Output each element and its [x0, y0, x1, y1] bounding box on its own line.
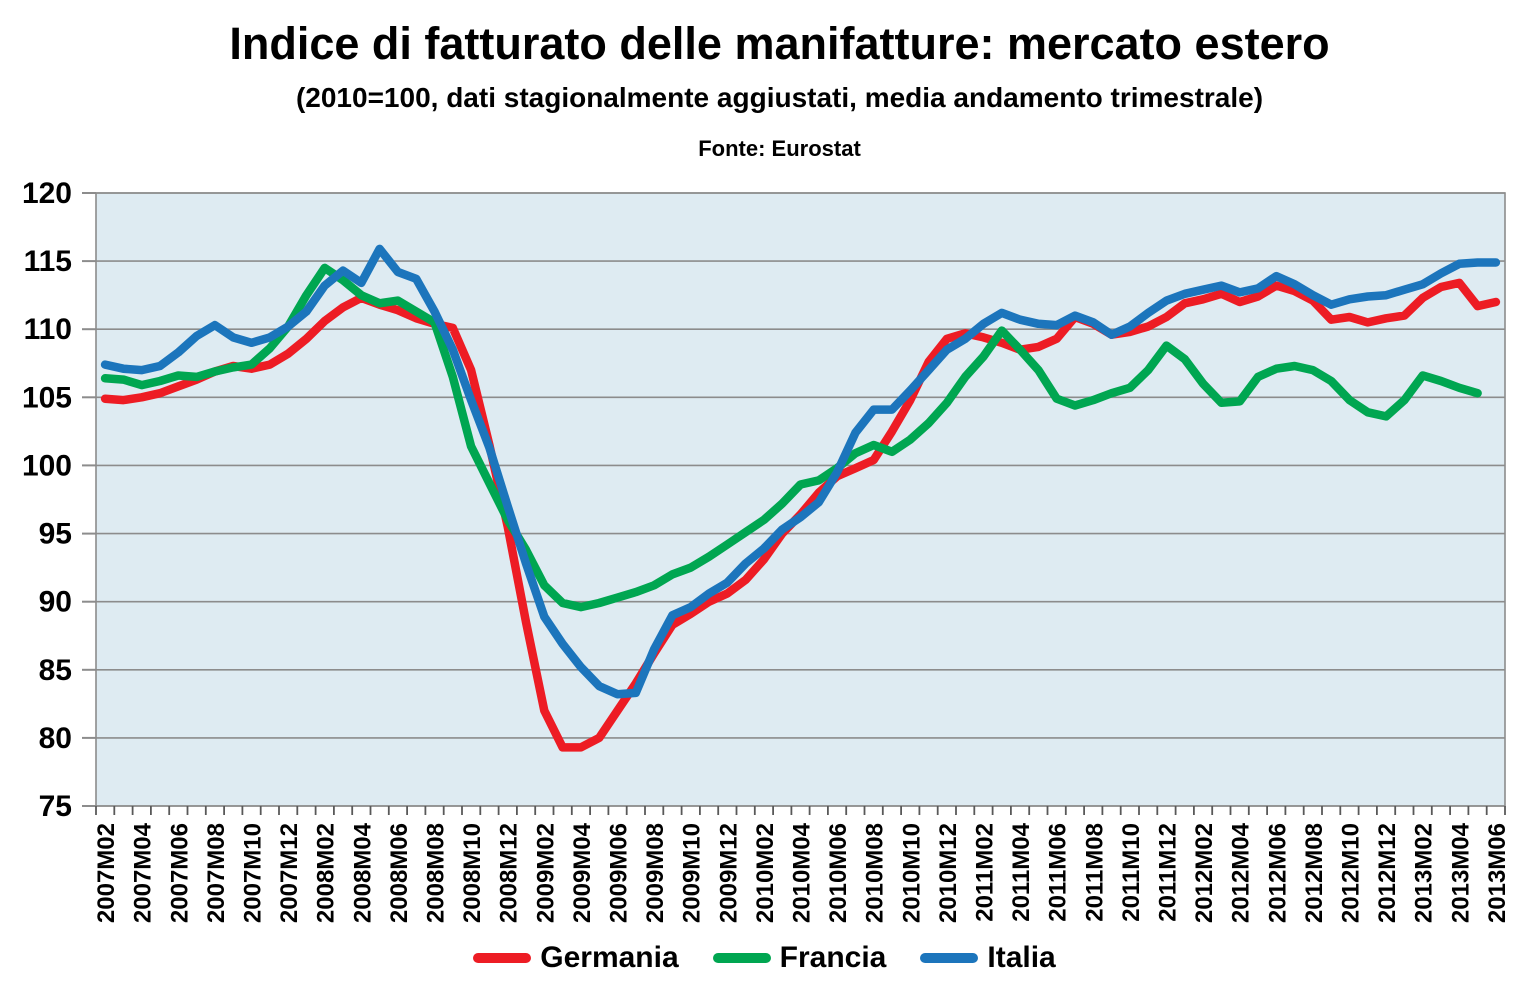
legend-label-italia: Italia	[987, 941, 1056, 974]
svg-text:2007M08: 2007M08	[203, 823, 230, 923]
svg-text:2009M08: 2009M08	[642, 823, 669, 923]
svg-text:2007M12: 2007M12	[276, 823, 303, 923]
svg-text:2009M02: 2009M02	[532, 823, 559, 923]
svg-text:80: 80	[39, 722, 72, 755]
svg-text:2007M04: 2007M04	[130, 822, 157, 923]
svg-text:2012M12: 2012M12	[1374, 823, 1401, 923]
chart-source: Fonte: Eurostat	[698, 136, 861, 161]
legend-item-francia: Francia	[712, 941, 887, 975]
svg-text:2009M06: 2009M06	[606, 823, 633, 923]
svg-text:2012M06: 2012M06	[1264, 823, 1291, 923]
svg-text:2010M08: 2010M08	[862, 823, 889, 923]
svg-text:2011M12: 2011M12	[1155, 823, 1182, 922]
svg-text:110: 110	[24, 313, 72, 346]
svg-text:100: 100	[22, 449, 72, 482]
svg-text:2009M12: 2009M12	[715, 823, 742, 923]
germania-line-swatch	[473, 953, 532, 963]
svg-text:2012M02: 2012M02	[1191, 823, 1218, 923]
svg-text:2011M02: 2011M02	[972, 823, 999, 922]
svg-text:2010M02: 2010M02	[752, 823, 779, 923]
svg-text:2013M02: 2013M02	[1411, 823, 1438, 923]
svg-text:75: 75	[39, 790, 72, 823]
chart-legend: Germania Francia Italia	[0, 941, 1529, 975]
chart-title: Indice di fatturato delle manifatture: m…	[229, 18, 1330, 69]
svg-text:2008M12: 2008M12	[496, 823, 523, 923]
svg-text:2013M04: 2013M04	[1447, 822, 1474, 923]
svg-text:2008M06: 2008M06	[386, 823, 413, 923]
svg-text:2007M10: 2007M10	[240, 823, 267, 923]
svg-text:2009M04: 2009M04	[569, 822, 596, 923]
svg-text:2007M02: 2007M02	[93, 823, 120, 923]
legend-label-francia: Francia	[779, 941, 887, 974]
legend-item-italia: Italia	[920, 941, 1056, 975]
svg-text:2010M12: 2010M12	[935, 823, 962, 923]
svg-text:85: 85	[39, 654, 72, 687]
svg-text:2011M06: 2011M06	[1045, 823, 1072, 922]
svg-text:2012M10: 2012M10	[1338, 823, 1365, 923]
svg-text:2008M08: 2008M08	[423, 823, 450, 923]
svg-text:2010M10: 2010M10	[898, 823, 925, 923]
svg-text:2013M06: 2013M06	[1484, 823, 1511, 923]
svg-text:2012M04: 2012M04	[1228, 822, 1255, 923]
svg-text:90: 90	[39, 586, 72, 619]
italia-line-swatch	[920, 953, 979, 963]
svg-text:2008M02: 2008M02	[313, 823, 340, 923]
svg-text:95: 95	[39, 518, 72, 551]
svg-text:2010M06: 2010M06	[825, 823, 852, 923]
legend-label-germania: Germania	[540, 941, 679, 974]
svg-text:2007M06: 2007M06	[166, 823, 193, 923]
francia-line-swatch	[712, 953, 771, 963]
svg-text:2011M08: 2011M08	[1081, 823, 1108, 922]
svg-text:120: 120	[22, 177, 72, 210]
chart-subtitle: (2010=100, dati stagionalmente aggiustat…	[295, 82, 1264, 113]
svg-text:2010M04: 2010M04	[789, 822, 816, 923]
svg-text:2008M04: 2008M04	[349, 822, 376, 923]
svg-text:2012M08: 2012M08	[1301, 823, 1328, 923]
svg-text:105: 105	[22, 381, 72, 414]
svg-text:115: 115	[24, 245, 72, 278]
svg-text:2011M10: 2011M10	[1118, 823, 1145, 922]
svg-text:2008M10: 2008M10	[459, 823, 486, 923]
svg-text:2009M10: 2009M10	[679, 823, 706, 923]
legend-item-germania: Germania	[473, 941, 679, 975]
svg-text:2011M04: 2011M04	[1008, 822, 1035, 921]
